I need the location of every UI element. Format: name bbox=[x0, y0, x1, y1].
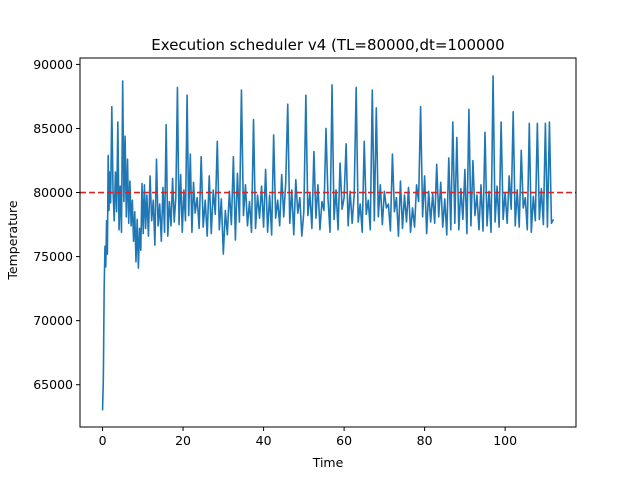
y-tick-label: 85000 bbox=[33, 121, 73, 136]
axes: 0 20 40 60 80 100 65000 70000 75000 80000 85000 900… bbox=[33, 57, 577, 448]
x-tick-label: 80 bbox=[417, 433, 433, 448]
y-tick-label: 65000 bbox=[33, 377, 73, 392]
y-tick-label: 90000 bbox=[33, 57, 73, 72]
chart-title: Execution scheduler v4 (TL=80000,dt=1000… bbox=[151, 36, 504, 54]
y-tick-label: 80000 bbox=[33, 185, 73, 200]
x-tick-label: 60 bbox=[336, 433, 352, 448]
x-tick-label: 20 bbox=[175, 433, 191, 448]
x-tick-label: 40 bbox=[256, 433, 272, 448]
y-tick-label: 75000 bbox=[33, 249, 73, 264]
x-tick-label: 100 bbox=[493, 433, 517, 448]
plot-area bbox=[80, 75, 576, 411]
plot-frame bbox=[79, 57, 577, 428]
x-axis-label: Time bbox=[312, 455, 344, 470]
y-axis-label: Temperature bbox=[5, 200, 20, 280]
y-tick-label: 70000 bbox=[33, 313, 73, 328]
series-line-0 bbox=[101, 75, 555, 411]
x-tick-label: 0 bbox=[99, 433, 107, 448]
